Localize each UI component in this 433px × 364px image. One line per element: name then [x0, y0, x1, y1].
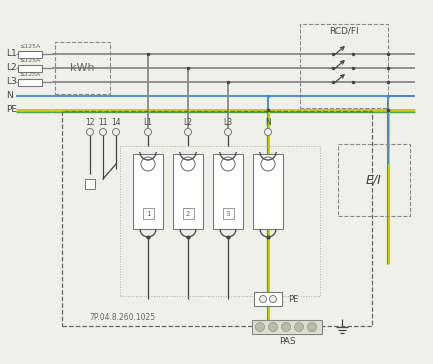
Text: kWh: kWh	[70, 63, 95, 73]
Text: RCD/FI: RCD/FI	[329, 27, 359, 36]
Circle shape	[87, 128, 94, 135]
Text: E/I: E/I	[366, 174, 382, 186]
Bar	[182, 208, 194, 219]
Bar	[18, 79, 42, 86]
Circle shape	[255, 323, 265, 332]
Circle shape	[100, 128, 107, 135]
Bar	[133, 154, 163, 229]
Text: 7P.04.8.260.1025: 7P.04.8.260.1025	[89, 313, 155, 322]
Circle shape	[224, 128, 232, 135]
Circle shape	[141, 157, 155, 171]
Bar	[300, 24, 388, 108]
Text: PE: PE	[288, 294, 298, 304]
Bar	[213, 154, 243, 229]
Circle shape	[113, 128, 120, 135]
Text: L3: L3	[6, 78, 17, 87]
Circle shape	[294, 323, 304, 332]
Bar	[62, 111, 372, 326]
Bar	[85, 179, 95, 189]
Text: ≤125A: ≤125A	[19, 72, 41, 78]
Text: 11: 11	[98, 118, 108, 127]
Text: 1: 1	[146, 210, 150, 217]
Bar	[252, 320, 322, 334]
Bar	[253, 154, 283, 229]
Text: ≤125A: ≤125A	[19, 59, 41, 63]
Bar	[120, 146, 320, 296]
Circle shape	[259, 296, 266, 302]
Text: 12: 12	[85, 118, 95, 127]
Text: N: N	[6, 91, 13, 100]
Bar	[338, 144, 410, 216]
Text: 3: 3	[226, 210, 230, 217]
Text: L1: L1	[6, 50, 17, 59]
Bar	[223, 208, 233, 219]
Circle shape	[307, 323, 317, 332]
Circle shape	[269, 296, 277, 302]
Text: PE: PE	[6, 106, 17, 115]
Text: 2: 2	[186, 210, 190, 217]
Bar	[173, 154, 203, 229]
Circle shape	[181, 157, 195, 171]
Bar	[18, 64, 42, 71]
Text: 14: 14	[111, 118, 121, 127]
Circle shape	[221, 157, 235, 171]
Bar	[18, 51, 42, 58]
Text: PAS: PAS	[279, 337, 295, 346]
Bar	[55, 42, 110, 94]
Text: L1: L1	[143, 118, 152, 127]
Text: ≤125A: ≤125A	[19, 44, 41, 50]
Circle shape	[261, 157, 275, 171]
Circle shape	[145, 128, 152, 135]
Text: L3: L3	[223, 118, 233, 127]
Text: L2: L2	[6, 63, 16, 72]
Circle shape	[265, 128, 271, 135]
Bar	[142, 208, 154, 219]
Text: N: N	[265, 118, 271, 127]
Circle shape	[268, 323, 278, 332]
Bar	[254, 292, 282, 306]
Circle shape	[281, 323, 291, 332]
Circle shape	[184, 128, 191, 135]
Text: L2: L2	[184, 118, 193, 127]
